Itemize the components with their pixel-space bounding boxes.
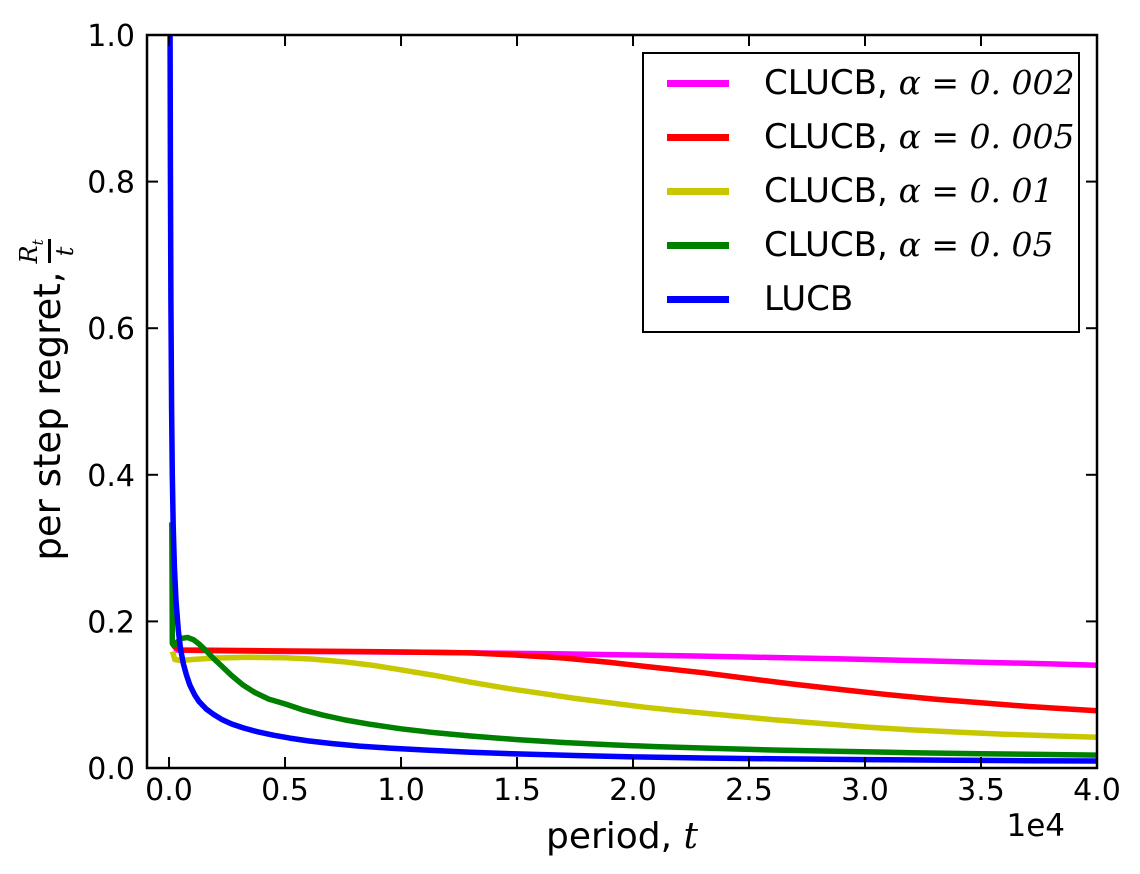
fraction-numerator: Rt xyxy=(14,239,47,264)
legend-label: CLUCB, α = 0. 01 xyxy=(764,171,1053,211)
legend-item-0: CLUCB, α = 0. 002 xyxy=(644,56,1078,110)
legend-label-plain: CLUCB, xyxy=(764,171,899,211)
y-tick-label: 0.4 xyxy=(87,459,135,494)
y-tick-label: 1.0 xyxy=(87,19,135,54)
x-axis-label: period, t xyxy=(372,816,872,857)
legend: CLUCB, α = 0. 002 CLUCB, α = 0. 005 CLUCB,… xyxy=(642,52,1080,333)
y-axis-label-fraction: Rt t xyxy=(14,239,79,264)
x-tick-label: 2.0 xyxy=(609,773,657,808)
y-axis-label-text: per step regret, xyxy=(25,271,69,561)
y-tick-label: 0.2 xyxy=(87,605,135,640)
series-line-4 xyxy=(167,35,1097,764)
legend-item-3: CLUCB, α = 0. 05 xyxy=(644,218,1078,272)
legend-line-sample xyxy=(667,241,729,249)
y-tick-label: 0.0 xyxy=(87,752,135,787)
plot-frame xyxy=(145,33,1099,770)
legend-label-plain: LUCB xyxy=(764,279,854,319)
legend-label-math: α = 0. 01 xyxy=(898,171,1054,210)
x-tick-label: 0.0 xyxy=(145,773,193,808)
legend-label: LUCB xyxy=(764,279,853,319)
y-axis-label: per step regret, Rt t xyxy=(4,20,90,780)
x-tick-label: 3.0 xyxy=(841,773,889,808)
x-tick-label: 0.5 xyxy=(261,773,309,808)
legend-item-4: LUCB xyxy=(644,272,1078,326)
legend-label-plain: CLUCB, xyxy=(764,117,899,157)
legend-line-sample xyxy=(667,295,729,303)
legend-label: CLUCB, α = 0. 05 xyxy=(764,225,1053,265)
x-tick-label: 3.5 xyxy=(957,773,1005,808)
series-line-1 xyxy=(172,643,1097,714)
x-axis-label-text: period, xyxy=(545,816,684,857)
legend-label: CLUCB, α = 0. 002 xyxy=(764,63,1074,103)
legend-label-math: α = 0. 05 xyxy=(898,225,1054,264)
x-tick-label: 4.0 xyxy=(1073,773,1121,808)
y-tick-label: 0.6 xyxy=(87,312,135,347)
legend-label: CLUCB, α = 0. 005 xyxy=(764,117,1074,157)
legend-label-plain: CLUCB, xyxy=(764,225,899,265)
x-axis-offset-text: 1e4 xyxy=(1006,808,1065,844)
fraction-denominator: t xyxy=(50,246,79,257)
series-line-3 xyxy=(169,522,1097,758)
y-tick-label: 0.8 xyxy=(87,166,135,201)
x-tick-label: 1.5 xyxy=(493,773,541,808)
legend-label-plain: CLUCB, xyxy=(764,63,899,103)
x-tick-label: 1.0 xyxy=(377,773,425,808)
legend-label-math: α = 0. 005 xyxy=(898,117,1075,156)
legend-item-2: CLUCB, α = 0. 01 xyxy=(644,164,1078,218)
legend-line-sample xyxy=(667,187,729,195)
x-tick-label: 2.5 xyxy=(725,773,773,808)
x-axis-label-math: t xyxy=(683,816,699,857)
legend-line-sample xyxy=(667,133,729,141)
series-line-2 xyxy=(169,650,1097,740)
legend-line-sample xyxy=(667,79,729,87)
legend-item-1: CLUCB, α = 0. 005 xyxy=(644,110,1078,164)
legend-label-math: α = 0. 002 xyxy=(898,63,1075,102)
